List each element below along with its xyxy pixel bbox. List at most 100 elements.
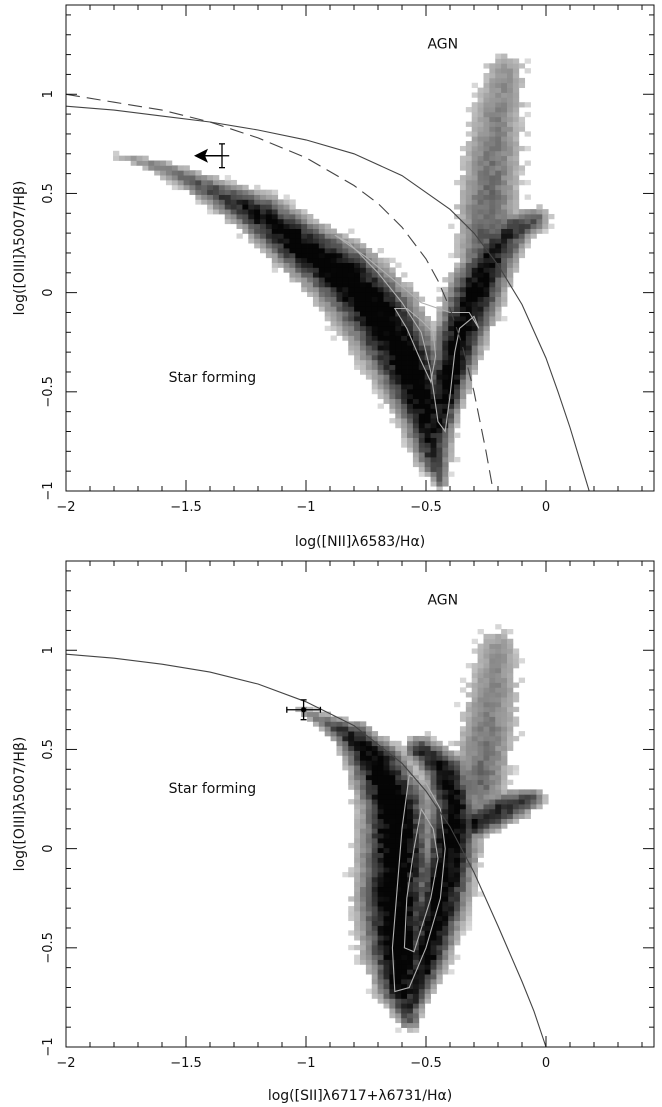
density-cell	[418, 891, 426, 897]
density-cell	[465, 804, 473, 810]
density-cell	[407, 1027, 414, 1033]
density-cell	[471, 760, 478, 766]
density-cell	[418, 447, 426, 453]
density-cell	[224, 179, 232, 186]
density-cell	[412, 1003, 420, 1009]
density-cell	[418, 388, 426, 395]
density-cell	[301, 711, 308, 717]
density-cell	[271, 257, 279, 263]
density-cell	[495, 735, 502, 742]
density-cell	[518, 804, 526, 810]
density-cell	[501, 808, 508, 815]
density-cell	[459, 735, 467, 742]
density-cell	[448, 354, 455, 361]
density-cell	[507, 160, 514, 166]
density-cell	[418, 740, 426, 747]
density-cell	[465, 799, 473, 805]
density-cell	[424, 774, 431, 781]
density-cell	[183, 175, 190, 181]
density-cell	[489, 286, 496, 293]
density-cell	[412, 422, 420, 429]
density-cell	[489, 667, 496, 674]
density-cell	[336, 750, 343, 756]
density-cell	[289, 223, 296, 229]
density-cell	[312, 301, 320, 307]
density-cell	[389, 272, 396, 278]
density-cell	[483, 107, 490, 113]
density-cell	[448, 374, 455, 380]
density-cell	[348, 350, 355, 356]
density-cell	[324, 711, 331, 717]
density-cell	[483, 209, 490, 215]
density-cell	[365, 886, 373, 892]
density-cell	[489, 111, 496, 118]
density-cell	[412, 813, 420, 819]
density-cell	[401, 325, 408, 332]
density-cell	[489, 252, 496, 259]
density-cell	[465, 379, 473, 385]
density-cell	[489, 243, 496, 249]
density-cell	[454, 808, 461, 815]
density-cell	[318, 272, 326, 278]
density-cell	[489, 141, 496, 147]
density-cell	[383, 838, 390, 844]
density-cell	[518, 238, 526, 244]
density-cell	[465, 716, 473, 722]
density-cell	[342, 296, 349, 302]
density-cell	[307, 243, 314, 249]
density-cell	[389, 876, 396, 883]
density-cell	[418, 813, 426, 819]
density-cell	[524, 102, 531, 108]
density-cell	[477, 267, 484, 273]
density-cell	[448, 286, 455, 293]
density-cell	[377, 906, 384, 912]
density-cell	[295, 223, 302, 229]
density-cell	[424, 915, 431, 922]
density-cell	[383, 828, 390, 834]
density-cell	[330, 291, 337, 297]
density-cell	[477, 731, 484, 737]
density-cell	[407, 808, 414, 815]
density-cell	[318, 282, 326, 288]
density-cell	[377, 988, 384, 994]
density-cell	[524, 145, 531, 152]
density-cell	[354, 267, 361, 273]
density-cell	[365, 872, 373, 878]
density-cell	[518, 213, 526, 220]
density-cell	[442, 330, 449, 336]
density-cell	[436, 359, 443, 366]
y-tick-label: −0.5	[41, 932, 56, 964]
density-cell	[354, 925, 361, 931]
density-cell	[477, 311, 484, 317]
density-cell	[495, 184, 502, 191]
density-cell	[365, 867, 373, 873]
density-cell	[377, 964, 384, 970]
density-cell	[307, 286, 314, 293]
density-cell	[524, 111, 531, 118]
density-cell	[430, 461, 437, 468]
density-cell	[389, 403, 396, 409]
density-cell	[377, 354, 384, 361]
density-cell	[401, 794, 408, 800]
density-cell	[271, 248, 279, 254]
density-cell	[507, 248, 514, 254]
density-cell	[312, 291, 320, 297]
density-cell	[465, 141, 473, 147]
density-cell	[471, 765, 478, 771]
density-cell	[371, 993, 379, 999]
density-cell	[501, 316, 508, 322]
density-cell	[365, 286, 373, 293]
density-cell	[418, 466, 426, 472]
density-cell	[471, 697, 478, 703]
density-cell	[483, 633, 490, 640]
density-cell	[471, 682, 478, 688]
density-cell	[395, 906, 402, 912]
density-cell	[442, 833, 449, 839]
density-cell	[195, 199, 202, 205]
density-cell	[465, 706, 473, 713]
density-cell	[442, 760, 449, 766]
density-cell	[412, 335, 420, 341]
density-cell	[454, 350, 461, 356]
density-cell	[418, 325, 426, 332]
density-cell	[365, 852, 373, 858]
